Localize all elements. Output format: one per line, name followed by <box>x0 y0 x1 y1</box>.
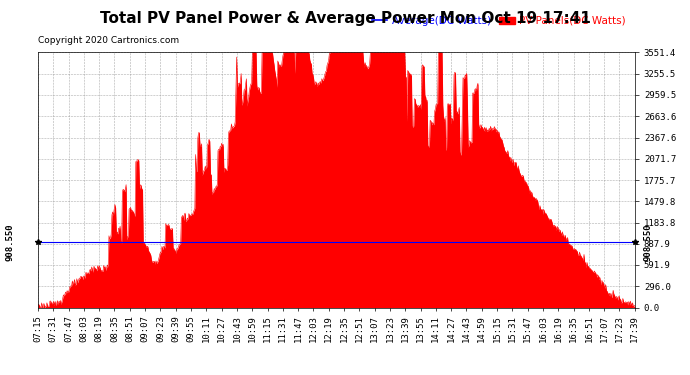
Text: Total PV Panel Power & Average Power Mon Oct 19 17:41: Total PV Panel Power & Average Power Mon… <box>99 11 591 26</box>
Text: Copyright 2020 Cartronics.com: Copyright 2020 Cartronics.com <box>38 36 179 45</box>
Text: 908.550: 908.550 <box>643 224 652 261</box>
Legend: Average(DC Watts), PV Panels(DC Watts): Average(DC Watts), PV Panels(DC Watts) <box>368 12 629 30</box>
Text: 908.550: 908.550 <box>6 224 14 261</box>
